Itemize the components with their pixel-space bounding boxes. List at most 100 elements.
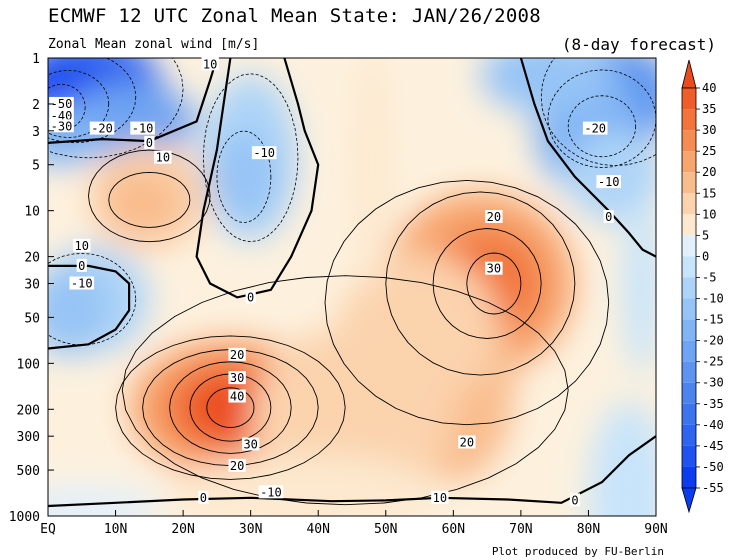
colorbar-label: -30 <box>702 376 724 390</box>
contour-line <box>88 149 211 243</box>
contour-label-bg <box>431 490 449 504</box>
colorbar-label: 10 <box>702 207 716 221</box>
y-tick-label: 3 <box>32 125 40 140</box>
colorbar-label: -50 <box>702 460 724 474</box>
contour-label: 0 <box>605 210 612 224</box>
contour-label: -50 <box>51 97 73 111</box>
colorbar-label: 25 <box>702 144 716 158</box>
contour-label: -10 <box>598 175 620 189</box>
field-blob <box>210 130 278 223</box>
contour-label: -20 <box>91 122 113 136</box>
colorbar-swatch <box>682 151 696 173</box>
contour-label: -30 <box>51 119 73 133</box>
field-blob <box>352 58 393 287</box>
colorbar-swatch <box>682 88 696 110</box>
colorbar: 40 35 30 25 20 15 10 5 0 -5 -10 -15 -20 -25 -30 -35 -40 -… <box>681 59 724 514</box>
plot-frame <box>47 57 657 517</box>
contour-label-bg <box>130 121 155 135</box>
colorbar-label: 5 <box>702 228 709 242</box>
contour-label: 0 <box>571 493 578 507</box>
x-axis: EQ 10N 20N 30N 40N 50N 60N 70N 80N 90N <box>40 510 668 537</box>
y-tick-label: 50 <box>24 311 40 326</box>
contour-line <box>115 335 346 480</box>
colorbar-swatch <box>682 361 696 383</box>
field-blob <box>588 400 656 516</box>
x-tick-label: 90N <box>644 522 667 537</box>
contour-label: -10 <box>71 277 93 291</box>
y-tick-label: 300 <box>17 430 40 445</box>
contour-label-bg <box>73 238 91 252</box>
contour-label-bg <box>228 389 246 403</box>
contour-label-bg <box>228 347 246 361</box>
contour-label-bg <box>245 290 256 304</box>
contour-label-bg <box>251 146 277 160</box>
colorbar-label: -40 <box>702 418 724 432</box>
contour-line <box>519 58 656 258</box>
colorbar-label: -20 <box>702 334 724 348</box>
colorbar-label: 15 <box>702 186 716 200</box>
contour-line <box>466 252 522 315</box>
colorbar-label: -25 <box>702 355 724 369</box>
contour-label: 30 <box>230 371 244 385</box>
colorbar-top-arrow <box>681 59 697 89</box>
x-tick-label: EQ <box>40 522 56 537</box>
colorbar-swatch <box>682 298 696 320</box>
contour-label-bg <box>596 175 622 189</box>
y-tick-label: 2 <box>32 98 40 113</box>
contour-label: 10 <box>433 491 447 505</box>
x-tick-label: 20N <box>171 522 194 537</box>
contour-label-bg <box>198 490 209 504</box>
contour-line <box>108 171 191 228</box>
field-blob <box>189 377 271 439</box>
colorbar-swatch <box>682 193 696 215</box>
y-tick-label: 100 <box>17 357 40 372</box>
chart-title: ECMWF 12 UTC Zonal Mean State: JAN/26/20… <box>48 5 542 27</box>
y-tick-label: 10 <box>24 205 40 220</box>
x-tick-label: 40N <box>306 522 329 537</box>
contour-line <box>48 69 110 138</box>
x-tick-label: 70N <box>509 522 532 537</box>
colorbar-swatch <box>682 235 696 257</box>
colorbar-label: -55 <box>702 481 724 495</box>
contour-line <box>202 73 299 243</box>
y-tick-label: 5 <box>32 159 40 174</box>
contour-line <box>567 95 637 158</box>
field-blob <box>622 191 656 376</box>
contour-label-bg <box>569 493 581 507</box>
colorbar-swatch <box>682 466 696 488</box>
contour-label: 0 <box>146 136 153 150</box>
contour-label-bg <box>69 276 95 290</box>
colorbar-swatch <box>682 214 696 236</box>
wind-field <box>48 58 656 516</box>
contour-line <box>121 275 569 506</box>
contour-label-bg <box>241 437 260 451</box>
contour-label: 0 <box>200 491 207 505</box>
contour-label-bg <box>485 209 503 223</box>
colorbar-swatch <box>682 319 696 341</box>
y-tick-label: 500 <box>17 464 40 479</box>
field-blob <box>48 486 163 516</box>
contour-label: 40 <box>230 390 244 404</box>
y-tick-label: 20 <box>24 251 40 266</box>
contour-line <box>169 361 292 454</box>
contour-label: 20 <box>230 459 244 473</box>
contour-label: 10 <box>203 57 217 71</box>
contour-label-bg <box>154 150 172 164</box>
contour-line <box>432 228 542 339</box>
contour-label-bg <box>89 121 115 135</box>
x-tick-label: 10N <box>104 522 127 537</box>
forecast-annotation: (8-day forecast) <box>561 35 716 54</box>
x-tick-label: 80N <box>577 522 600 537</box>
chart-subtitle: Zonal Mean zonal wind [m/s] <box>48 37 260 52</box>
contour-label-bg <box>144 135 155 149</box>
colorbar-label: 35 <box>702 102 716 116</box>
contour-line <box>189 373 272 442</box>
colorbar-swatch <box>682 403 696 425</box>
y-tick-label: 200 <box>17 403 40 418</box>
colorbar-label: 30 <box>702 123 716 137</box>
contour-label-bg <box>49 96 74 110</box>
contour-label-bg <box>49 119 74 133</box>
contour-line <box>216 130 272 224</box>
